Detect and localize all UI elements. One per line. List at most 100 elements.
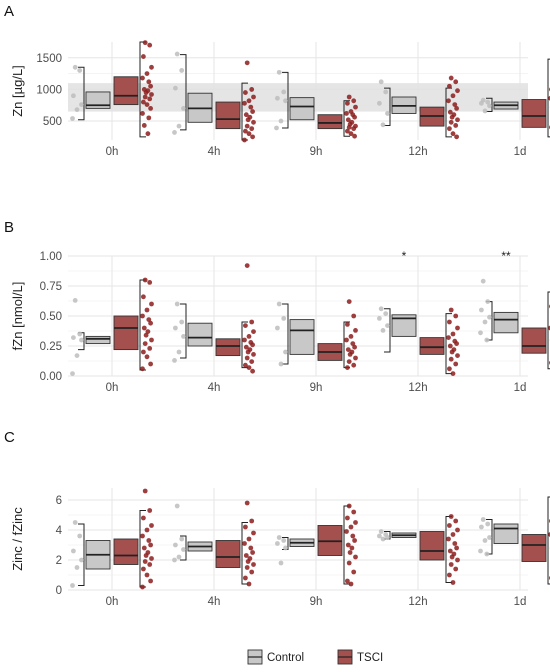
data-point — [487, 103, 492, 109]
data-point — [140, 584, 145, 590]
data-point — [351, 569, 357, 575]
data-point — [146, 115, 152, 121]
data-point — [478, 548, 483, 554]
data-point — [346, 560, 352, 566]
data-point — [144, 307, 150, 313]
data-point — [281, 89, 287, 95]
data-point — [283, 98, 288, 104]
data-point — [454, 134, 459, 140]
data-point — [249, 569, 255, 575]
data-point — [450, 580, 456, 585]
data-point — [344, 111, 349, 116]
x-tick-label: 0h — [106, 146, 119, 158]
data-point — [453, 361, 459, 367]
data-point — [250, 368, 256, 374]
whisker — [547, 496, 550, 585]
data-point — [244, 500, 250, 506]
box — [493, 523, 519, 544]
data-point — [346, 503, 352, 509]
data-point — [276, 301, 282, 307]
data-point — [453, 79, 459, 85]
data-point — [448, 356, 454, 362]
data-point — [448, 307, 454, 313]
y-axis-label: fZn [nmol/L] — [10, 282, 25, 351]
y-tick-label: 0.50 — [40, 311, 62, 323]
data-point — [479, 524, 484, 530]
x-tick-label: 12h — [408, 146, 427, 158]
data-point — [278, 560, 284, 566]
data-point — [345, 578, 350, 584]
data-point — [246, 581, 252, 587]
data-point — [345, 322, 350, 327]
data-point — [244, 263, 250, 268]
data-point — [448, 119, 454, 125]
data-point — [147, 508, 153, 513]
data-point — [450, 371, 456, 376]
data-point — [346, 359, 352, 364]
data-point — [345, 542, 351, 548]
data-point — [283, 349, 288, 355]
data-point — [144, 71, 150, 77]
data-point — [74, 107, 80, 113]
data-point — [349, 545, 355, 551]
data-point — [447, 366, 452, 372]
whisker — [384, 308, 391, 353]
data-point — [145, 131, 151, 137]
data-point — [380, 536, 386, 542]
x-tick-label: 4h — [208, 382, 221, 394]
data-point — [176, 123, 182, 129]
data-point — [242, 337, 247, 343]
data-point — [447, 548, 453, 554]
data-point — [142, 40, 148, 46]
data-point — [346, 124, 352, 130]
data-point — [142, 488, 148, 494]
data-point — [281, 538, 287, 543]
data-point — [77, 68, 83, 73]
legend-key: TSCI — [337, 649, 383, 665]
whisker — [78, 523, 85, 586]
box — [521, 534, 547, 562]
whisker — [241, 321, 248, 369]
data-point — [447, 109, 453, 115]
data-point — [140, 533, 145, 539]
data-point — [348, 334, 354, 339]
y-axis-label: Zinc / fZinc — [10, 507, 25, 571]
data-point — [346, 299, 352, 304]
data-point — [79, 337, 84, 343]
data-point — [353, 520, 358, 525]
data-point — [380, 328, 386, 333]
data-point — [79, 102, 84, 107]
data-point — [147, 562, 153, 567]
data-point — [447, 523, 452, 528]
data-point — [181, 105, 186, 111]
data-point — [484, 551, 490, 557]
data-point — [245, 559, 251, 564]
data-point — [453, 313, 459, 319]
whisker — [547, 58, 550, 138]
data-point — [353, 554, 358, 560]
data-point — [242, 137, 247, 143]
data-point — [450, 331, 456, 337]
data-point — [275, 541, 280, 546]
data-point — [172, 557, 177, 563]
data-point — [449, 554, 455, 560]
data-point — [149, 523, 154, 528]
y-tick-label: 4 — [56, 525, 63, 537]
y-axis-label: Zn [µg/L] — [10, 65, 25, 117]
legend-label: TSCI — [357, 652, 383, 664]
data-point — [450, 131, 456, 137]
data-point — [452, 102, 458, 107]
data-point — [487, 314, 492, 320]
data-point — [447, 126, 452, 132]
data-point — [485, 99, 491, 105]
data-point — [149, 301, 154, 307]
box — [215, 540, 241, 568]
data-point — [70, 116, 75, 121]
box — [391, 314, 417, 337]
data-point — [144, 527, 150, 533]
data-point — [243, 128, 248, 134]
data-point — [385, 111, 390, 116]
data-point — [140, 75, 145, 81]
